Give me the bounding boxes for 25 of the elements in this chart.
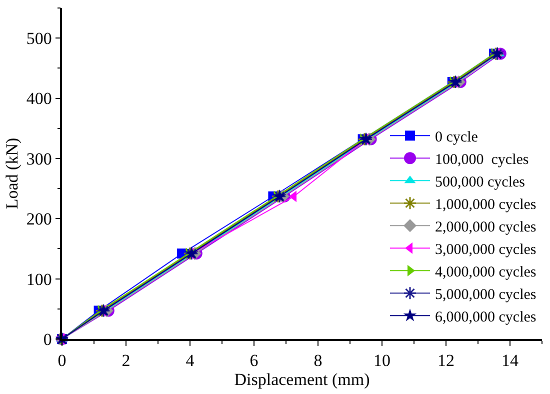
x-tick-label: 4 bbox=[186, 351, 195, 370]
x-tick-label: 2 bbox=[122, 351, 130, 370]
x-tick-label: 10 bbox=[374, 351, 390, 370]
x-axis-title: Displacement (mm) bbox=[234, 370, 370, 390]
x-tick-label: 8 bbox=[314, 351, 322, 370]
legend-label: 3,000,000 cycles bbox=[435, 242, 536, 258]
legend-label: 4,000,000 cycles bbox=[435, 264, 536, 280]
legend-label: 0 cycle bbox=[435, 129, 478, 146]
x-tick-label: 12 bbox=[438, 351, 454, 370]
legend-label: 1,000,000 cycles bbox=[435, 196, 536, 213]
y-tick-label: 400 bbox=[26, 89, 52, 108]
y-tick-label: 500 bbox=[26, 29, 52, 48]
x-tick-label: 6 bbox=[250, 351, 258, 370]
y-tick-label: 0 bbox=[43, 330, 52, 349]
y-tick-label: 100 bbox=[26, 270, 52, 289]
legend-label: 6,000,000 cycles bbox=[435, 309, 536, 326]
x-tick-label: 14 bbox=[502, 351, 519, 370]
legend-label: 500,000 cycles bbox=[435, 174, 526, 190]
y-tick-label: 200 bbox=[26, 210, 52, 229]
y-tick-label: 300 bbox=[26, 149, 52, 168]
legend-label: 2,000,000 cycles bbox=[435, 219, 536, 236]
legend-label: 5,000,000 cycles bbox=[435, 286, 536, 303]
x-tick-label: 0 bbox=[58, 351, 66, 370]
legend-label: 100,000 cycles bbox=[435, 152, 529, 168]
y-axis-title: Load (kN) bbox=[2, 138, 22, 210]
